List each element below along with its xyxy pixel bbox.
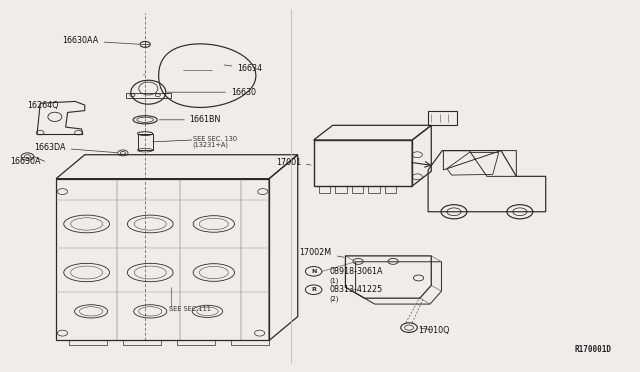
Bar bbox=[126, 93, 171, 98]
Text: 17010Q: 17010Q bbox=[419, 326, 450, 335]
Text: (2): (2) bbox=[330, 296, 339, 302]
Bar bbox=[385, 186, 396, 193]
Text: 08918-3061A: 08918-3061A bbox=[330, 267, 383, 276]
Bar bbox=[69, 340, 107, 345]
Bar bbox=[369, 186, 380, 193]
Text: 08313-41225: 08313-41225 bbox=[330, 285, 383, 294]
Text: 16264Q: 16264Q bbox=[28, 100, 59, 110]
Text: 1663DA: 1663DA bbox=[34, 143, 117, 153]
Bar bbox=[177, 340, 215, 345]
Text: 1661BN: 1661BN bbox=[159, 115, 221, 124]
Bar bbox=[319, 186, 330, 193]
Text: 16630AA: 16630AA bbox=[63, 36, 139, 45]
Text: SEE SEC.111: SEE SEC.111 bbox=[169, 306, 211, 312]
Bar bbox=[231, 340, 269, 345]
Bar bbox=[335, 186, 347, 193]
Text: R: R bbox=[311, 287, 316, 292]
Text: (1): (1) bbox=[330, 277, 339, 284]
Text: (13231+A): (13231+A) bbox=[193, 142, 229, 148]
Bar bbox=[138, 134, 153, 150]
Bar bbox=[123, 340, 161, 345]
Text: 16630: 16630 bbox=[167, 88, 256, 97]
Text: 17001: 17001 bbox=[276, 158, 311, 167]
Text: 16630A: 16630A bbox=[10, 157, 40, 166]
Text: N: N bbox=[311, 269, 316, 274]
Text: SEE SEC. 130: SEE SEC. 130 bbox=[193, 136, 237, 142]
Bar bbox=[352, 186, 364, 193]
Text: 16634: 16634 bbox=[224, 64, 262, 73]
Text: R170001D: R170001D bbox=[575, 345, 612, 354]
Text: 17002M: 17002M bbox=[300, 248, 344, 257]
